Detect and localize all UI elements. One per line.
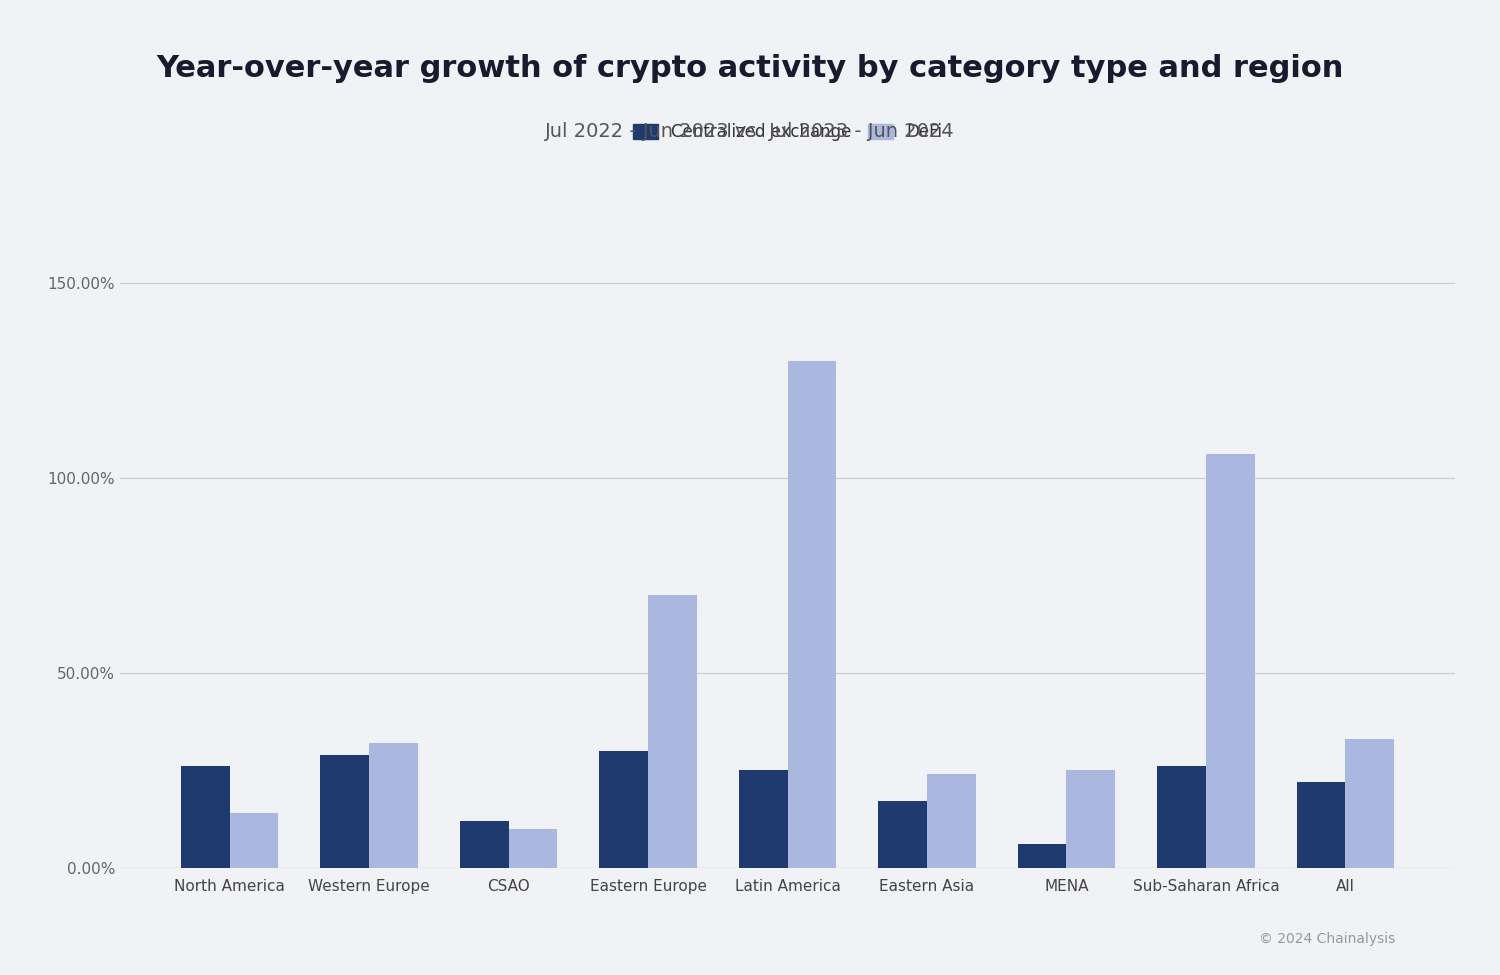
Bar: [1066, 770, 1116, 868]
Text: Jul 2022 - Jun 2023 vs. Jul 2023 - Jun 2024: Jul 2022 - Jun 2023 vs. Jul 2023 - Jun 2…: [544, 122, 956, 141]
Bar: [788, 361, 837, 868]
Bar: [1296, 782, 1346, 868]
Bar: [738, 770, 788, 868]
Text: © 2024 Chainalysis: © 2024 Chainalysis: [1258, 932, 1395, 946]
Bar: [927, 774, 976, 868]
Bar: [180, 766, 230, 868]
Bar: [598, 751, 648, 868]
Bar: [1346, 739, 1395, 868]
Bar: [878, 801, 927, 868]
Legend: Centralized exchange, DeFi: Centralized exchange, DeFi: [624, 115, 951, 149]
Bar: [369, 743, 419, 868]
Bar: [509, 829, 558, 868]
Text: Year-over-year growth of crypto activity by category type and region: Year-over-year growth of crypto activity…: [156, 54, 1344, 83]
Bar: [1017, 844, 1066, 868]
Bar: [648, 595, 698, 868]
Bar: [1206, 454, 1255, 868]
Bar: [459, 821, 509, 868]
Bar: [320, 755, 369, 868]
Bar: [1156, 766, 1206, 868]
Bar: [230, 813, 279, 868]
